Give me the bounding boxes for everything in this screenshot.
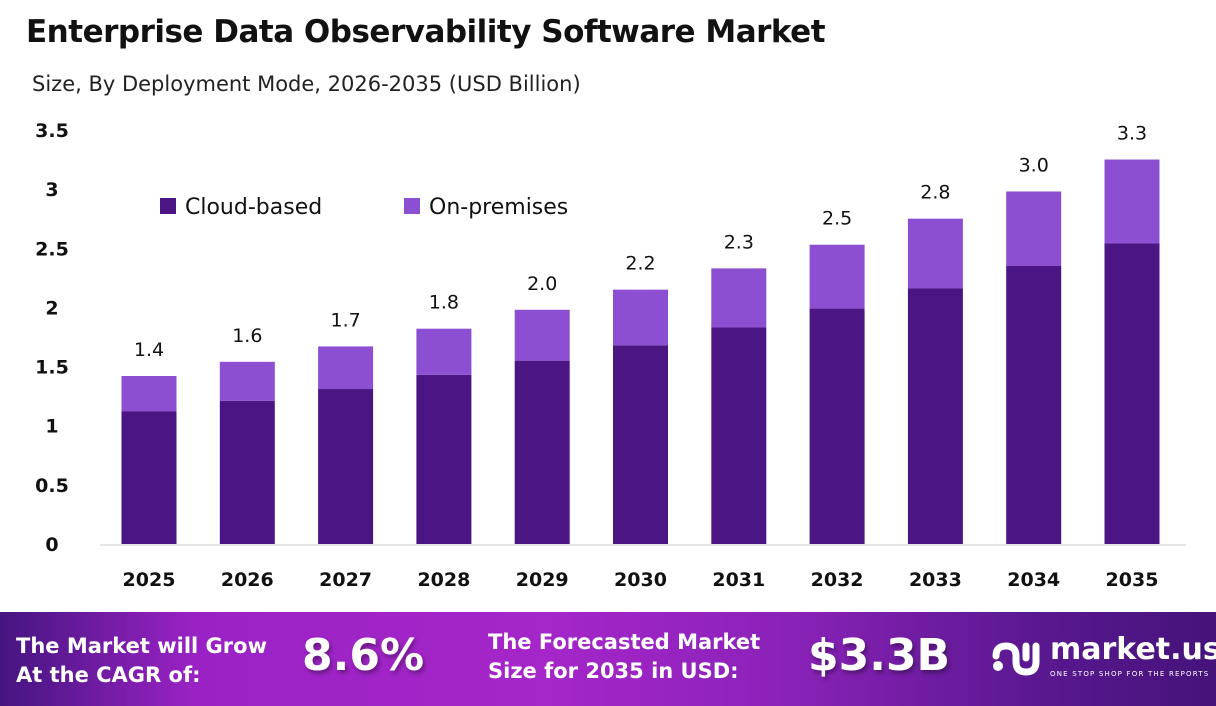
bar-cloud-based-2028 xyxy=(416,374,472,544)
logo-text: market.us xyxy=(1050,632,1216,667)
bar-cloud-based-2030 xyxy=(613,345,668,544)
data-label-2026: 1.6 xyxy=(232,325,262,347)
data-label-2031: 2.3 xyxy=(724,231,754,253)
logo-mark-icon xyxy=(992,642,1040,676)
market-size-value: $3.3B xyxy=(808,630,951,681)
bar-cloud-based-2027 xyxy=(318,389,374,544)
data-label-2030: 2.2 xyxy=(625,253,655,275)
bar-on-premises-2028 xyxy=(416,328,472,375)
bar-on-premises-2029 xyxy=(514,309,570,361)
bar-on-premises-2030 xyxy=(613,289,668,346)
x-tick-label: 2027 xyxy=(319,569,372,591)
legend-swatch-on-premises xyxy=(404,198,420,214)
bar-on-premises-2026 xyxy=(219,361,275,401)
data-label-2028: 1.8 xyxy=(429,292,459,314)
data-label-2029: 2.0 xyxy=(527,273,557,295)
legend-swatch-cloud-based xyxy=(160,198,176,214)
logo-tagline: ONE STOP SHOP FOR THE REPORTS xyxy=(1050,670,1210,678)
bar-on-premises-2034 xyxy=(1006,191,1062,266)
bar-on-premises-2032 xyxy=(809,244,865,309)
market-size-label: The Forecasted Market Size for 2035 in U… xyxy=(488,628,760,686)
x-tick-label: 2033 xyxy=(909,569,962,591)
x-tick-label: 2026 xyxy=(221,569,274,591)
bar-on-premises-2025 xyxy=(121,376,177,412)
cagr-label-line2: At the CAGR of: xyxy=(16,663,201,687)
cagr-label: The Market will Grow At the CAGR of: xyxy=(16,632,267,690)
footer-banner: The Market will Grow At the CAGR of: 8.6… xyxy=(0,612,1216,706)
bar-on-premises-2027 xyxy=(318,346,374,390)
bar-cloud-based-2034 xyxy=(1006,265,1062,544)
data-label-2034: 3.0 xyxy=(1019,154,1049,176)
legend-label: Cloud-based xyxy=(185,195,322,220)
y-tick-label: 2.5 xyxy=(35,238,69,260)
chart-subtitle: Size, By Deployment Mode, 2026-2035 (USD… xyxy=(32,72,581,96)
market-size-label-line1: The Forecasted Market xyxy=(488,630,761,654)
y-tick-label: 2 xyxy=(45,297,58,319)
data-label-2027: 1.7 xyxy=(330,309,360,331)
bar-cloud-based-2031 xyxy=(711,327,767,544)
bar-cloud-based-2033 xyxy=(907,288,963,544)
x-tick-label: 2034 xyxy=(1007,569,1060,591)
cagr-value: 8.6% xyxy=(302,630,425,681)
market-size-label-line2: Size for 2035 in USD: xyxy=(488,659,739,683)
bar-on-premises-2035 xyxy=(1104,159,1160,244)
bar-cloud-based-2035 xyxy=(1104,243,1160,544)
x-tick-label: 2031 xyxy=(712,569,765,591)
bar-cloud-based-2025 xyxy=(121,411,177,544)
data-label-2033: 2.8 xyxy=(920,182,950,204)
x-tick-label: 2030 xyxy=(614,569,667,591)
bar-cloud-based-2032 xyxy=(809,308,865,544)
bar-on-premises-2033 xyxy=(907,218,963,289)
cagr-label-line1: The Market will Grow xyxy=(16,634,267,658)
data-label-2032: 2.5 xyxy=(822,208,852,230)
x-tick-label: 2032 xyxy=(811,569,864,591)
x-tick-label: 2025 xyxy=(123,569,176,591)
x-tick-label: 2035 xyxy=(1106,569,1159,591)
y-tick-label: 0 xyxy=(45,534,58,556)
y-tick-label: 0.5 xyxy=(35,475,69,497)
data-label-2025: 1.4 xyxy=(134,339,164,361)
y-tick-label: 3.5 xyxy=(35,120,69,142)
x-tick-label: 2028 xyxy=(417,569,470,591)
stacked-bar-chart: 0 0.5 1 1.5 2 2.5 3 3.5 1.4 2025 1.6 2026 1.7 2027 1.8… xyxy=(35,120,1186,591)
y-tick-label: 1.5 xyxy=(35,357,69,379)
data-label-2035: 3.3 xyxy=(1117,123,1147,145)
y-tick-label: 3 xyxy=(45,179,58,201)
bar-cloud-based-2026 xyxy=(219,400,275,544)
chart-title: Enterprise Data Observability Software M… xyxy=(26,14,826,50)
legend-label: On-premises xyxy=(429,195,568,220)
market-us-logo: market.us ONE STOP SHOP FOR THE REPORTS xyxy=(990,632,1216,684)
bar-on-premises-2031 xyxy=(711,268,767,328)
y-tick-label: 1 xyxy=(45,416,58,438)
x-tick-label: 2029 xyxy=(516,569,569,591)
bar-cloud-based-2029 xyxy=(514,360,570,544)
